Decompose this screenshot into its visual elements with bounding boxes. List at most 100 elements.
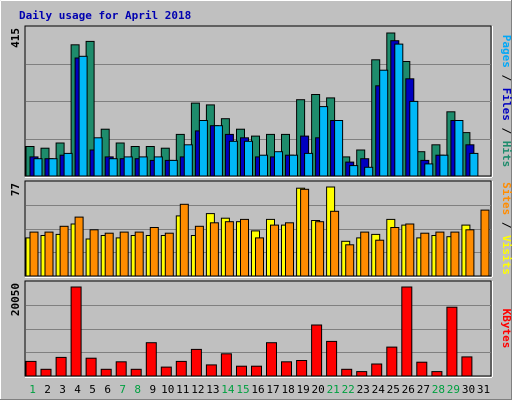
bar-kbytes-day-24 [371, 363, 383, 377]
x-tick-day-7: 7 [119, 383, 126, 396]
bar-pages-day-18 [289, 154, 298, 177]
bar-sites-day-24 [375, 239, 385, 277]
bar-pages-day-30 [469, 152, 479, 177]
bar-pages-day-24 [379, 69, 389, 177]
bar-kbytes-day-30 [461, 356, 473, 377]
bar-kbytes-day-1 [25, 360, 37, 377]
bar-sites-day-10 [164, 232, 174, 277]
x-tick-day-13: 13 [206, 383, 219, 396]
bar-sites-day-8 [134, 231, 144, 277]
bar-sites-day-9 [149, 227, 159, 277]
x-tick-day-29: 29 [447, 383, 460, 396]
bar-pages-day-25 [394, 43, 404, 177]
bar-pages-day-29 [454, 120, 464, 177]
bar-sites-day-29 [450, 231, 460, 277]
panel-max-label: 20050 [9, 283, 22, 316]
bar-kbytes-day-3 [55, 356, 67, 377]
legend-part: / [500, 68, 512, 88]
bar-kbytes-day-8 [130, 368, 142, 377]
chart-title: Daily usage for April 2018 [19, 9, 191, 22]
bar-kbytes-day-22 [341, 368, 353, 377]
bar-pages-day-11 [183, 144, 193, 177]
bar-sites-day-3 [59, 225, 69, 277]
x-tick-day-3: 3 [59, 383, 66, 396]
x-tick-day-19: 19 [296, 383, 309, 396]
bar-pages-day-10 [168, 159, 178, 177]
bar-sites-day-23 [360, 231, 370, 277]
bar-sites-day-22 [345, 244, 355, 277]
bar-sites-day-12 [194, 225, 204, 277]
series-kbytes [25, 286, 473, 377]
x-tick-day-5: 5 [89, 383, 96, 396]
legend-part: Hits [500, 141, 512, 168]
x-tick-day-17: 17 [266, 383, 279, 396]
chart-panels: 415 Pages / Files / Hits 77 Sites / Visits 2… [9, 25, 512, 378]
bar-kbytes-day-20 [311, 324, 323, 377]
bar-pages-day-2 [48, 158, 58, 177]
x-tick-day-27: 27 [417, 383, 430, 396]
bar-pages-day-17 [274, 151, 283, 177]
bar-pages-day-16 [259, 154, 268, 177]
panel-legend-label: KBytes [500, 309, 512, 349]
bar-sites-day-17 [270, 224, 279, 277]
bar-kbytes-day-15 [236, 365, 247, 377]
bar-pages-day-27 [424, 163, 434, 177]
x-tick-day-25: 25 [387, 383, 400, 396]
x-tick-day-26: 26 [402, 383, 415, 396]
bar-kbytes-day-2 [40, 368, 52, 377]
panel-3: 20050 KBytes [9, 280, 512, 378]
bar-sites-day-16 [255, 237, 264, 277]
bar-pages-day-3 [63, 152, 73, 177]
bar-sites-day-14 [224, 221, 234, 277]
x-tick-day-4: 4 [74, 383, 81, 396]
x-tick-day-1: 1 [29, 383, 36, 396]
bar-sites-day-26 [405, 223, 415, 277]
bar-kbytes-day-13 [205, 364, 217, 377]
bar-sites-day-13 [209, 222, 219, 277]
bar-pages-day-26 [409, 100, 419, 177]
bar-sites-day-6 [104, 232, 114, 277]
bar-sites-day-4 [74, 216, 84, 277]
x-tick-day-14: 14 [221, 383, 235, 396]
x-tick-day-2: 2 [44, 383, 51, 396]
bar-sites-day-20 [315, 221, 325, 277]
x-tick-day-9: 9 [149, 383, 156, 396]
x-tick-day-8: 8 [134, 383, 141, 396]
x-tick-day-24: 24 [372, 383, 386, 396]
bar-kbytes-day-21 [326, 340, 338, 377]
x-tick-day-10: 10 [161, 383, 174, 396]
bar-kbytes-day-23 [356, 371, 368, 377]
bar-kbytes-day-12 [190, 348, 202, 377]
panel-2: 77 Sites / Visits [9, 180, 512, 278]
bar-sites-day-18 [285, 222, 294, 277]
x-tick-day-31: 31 [477, 383, 490, 396]
panel-frame [24, 280, 492, 377]
bar-kbytes-day-26 [401, 286, 413, 377]
bar-pages-day-20 [319, 106, 329, 177]
bar-kbytes-day-28 [431, 371, 443, 377]
bar-pages-day-8 [138, 156, 148, 177]
x-tick-day-11: 11 [176, 383, 189, 396]
bar-pages-day-14 [228, 140, 238, 177]
bar-pages-day-22 [349, 165, 359, 177]
bar-sites-day-30 [465, 229, 475, 277]
panel-1: 415 Pages / Files / Hits [9, 25, 512, 178]
bar-kbytes-day-14 [220, 353, 232, 377]
bar-kbytes-day-5 [85, 357, 97, 377]
x-tick-day-12: 12 [191, 383, 204, 396]
bar-sites-day-21 [330, 210, 340, 277]
bar-kbytes-day-4 [70, 286, 82, 377]
panel-max-label: 77 [9, 183, 22, 196]
x-tick-day-30: 30 [462, 383, 475, 396]
bar-sites-day-19 [300, 188, 310, 277]
x-axis-ticks: 1 2 3 4 5 6 7 8 9 10 11 12 13 14 15 16 17 18 19 20 21 22 23 24 2… [29, 383, 490, 396]
x-tick-day-16: 16 [251, 383, 264, 396]
x-tick-day-23: 23 [357, 383, 370, 396]
bar-pages-day-23 [364, 166, 374, 177]
panel-legend-label: Sites / Visits [500, 182, 512, 275]
bar-pages-day-28 [439, 154, 449, 177]
bar-pages-day-15 [244, 140, 253, 177]
bar-kbytes-day-29 [446, 306, 458, 377]
bar-kbytes-day-27 [416, 361, 428, 377]
